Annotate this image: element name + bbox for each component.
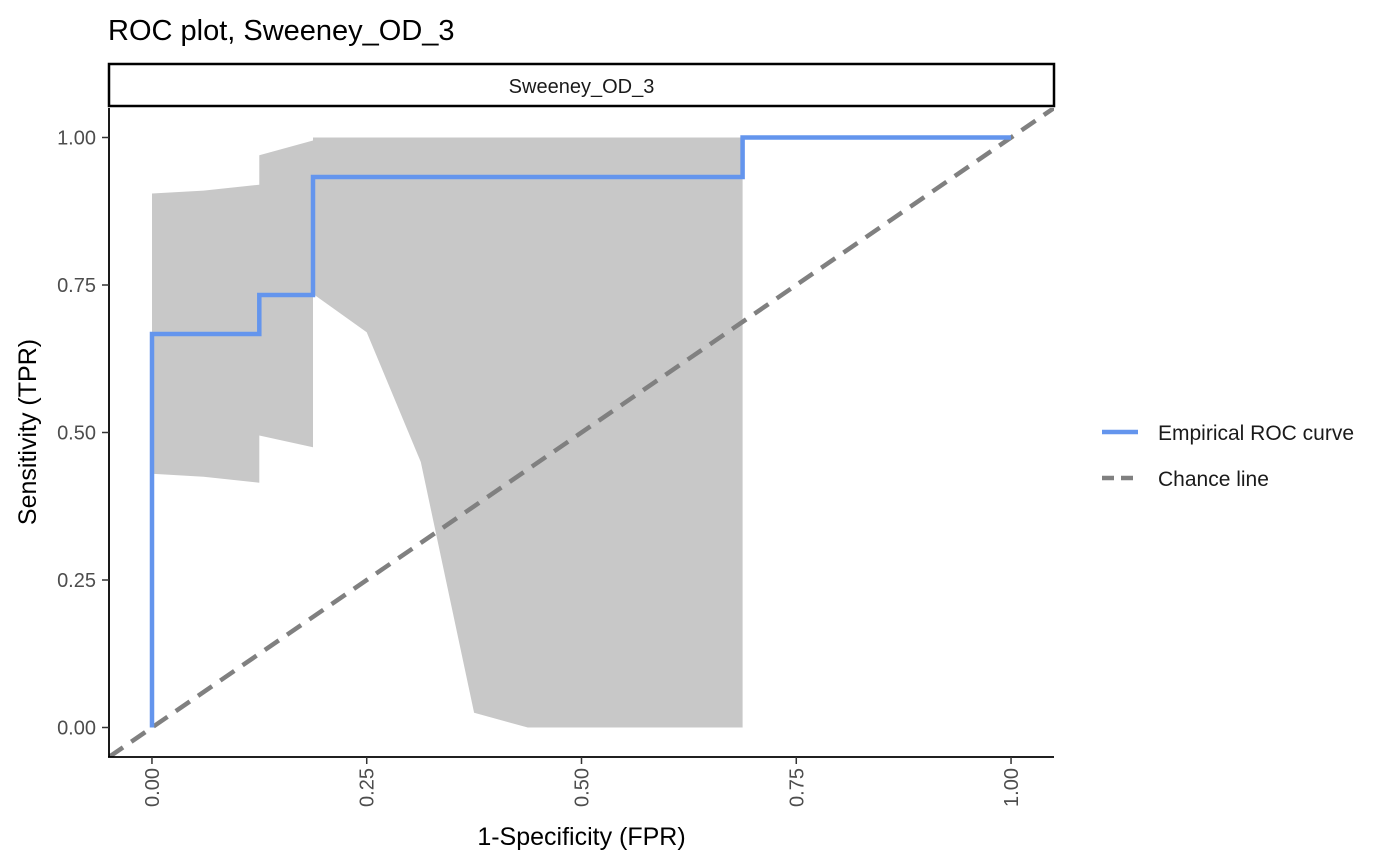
empirical-roc-curve xyxy=(149,135,1011,728)
y-ticks: 0.00 0.25 0.50 0.75 1.00 xyxy=(57,128,109,740)
x-ticks: 0.00 0.25 0.50 0.75 1.00 xyxy=(142,757,1023,807)
x-tick-label: 1.00 xyxy=(1001,768,1023,807)
plot-panel xyxy=(109,108,1054,757)
confidence-band xyxy=(152,137,743,728)
x-tick-label: 0.50 xyxy=(572,768,594,807)
x-tick-label: 0.00 xyxy=(142,768,164,807)
y-tick-label: 0.00 xyxy=(57,718,96,740)
legend-label-chance: Chance line xyxy=(1158,468,1269,491)
y-tick-label: 0.25 xyxy=(57,570,96,592)
y-tick-label: 1.00 xyxy=(57,128,96,150)
x-tick-label: 0.75 xyxy=(786,768,808,807)
facet-strip-box xyxy=(107,62,1056,108)
legend-label-roc: Empirical ROC curve xyxy=(1158,422,1354,445)
facet-strip-label: Sweeney_OD_3 xyxy=(509,76,655,98)
chart-title: ROC plot, Sweeney_OD_3 xyxy=(108,15,455,47)
x-tick-label: 0.25 xyxy=(357,768,379,807)
axes: 0.00 0.25 0.50 0.75 1.00 0.00 0.25 0.50 0.75 1.0… xyxy=(57,108,1054,807)
facet-strip: Sweeney_OD_3 xyxy=(107,62,1056,108)
y-axis-label: Sensitivity (TPR) xyxy=(14,339,42,525)
y-tick-label: 0.75 xyxy=(57,275,96,297)
legend: Empirical ROC curve Chance line xyxy=(1102,422,1354,491)
chance-line xyxy=(109,108,1054,757)
x-axis-label: 1-Specificity (FPR) xyxy=(477,823,685,851)
y-tick-label: 0.50 xyxy=(57,423,96,445)
